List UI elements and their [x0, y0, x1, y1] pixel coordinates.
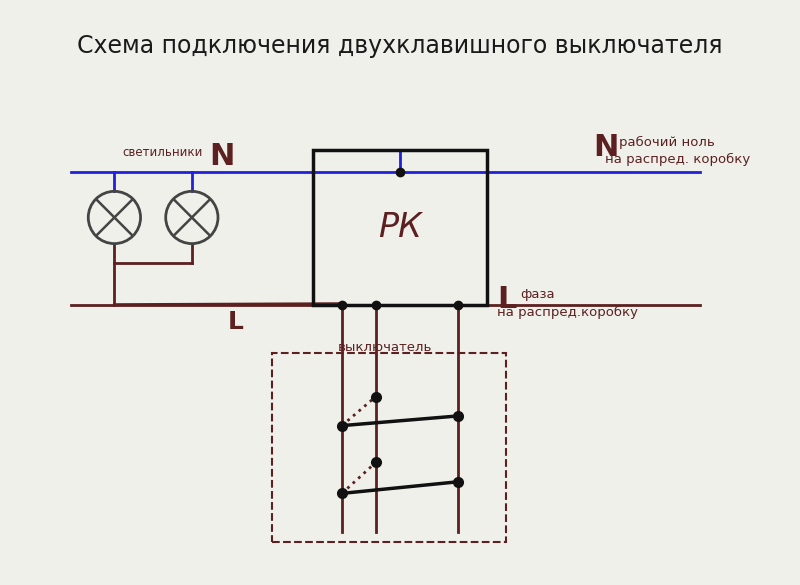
Text: L: L	[227, 310, 243, 334]
Bar	[272, 353, 506, 542]
Text: Схема подключения двухклавишного выключателя: Схема подключения двухклавишного выключа…	[78, 34, 722, 58]
Text: РК: РК	[378, 211, 422, 243]
Text: фаза: фаза	[520, 288, 554, 301]
Bar	[313, 150, 487, 305]
Text: выключатель: выключатель	[338, 340, 432, 354]
Text: на распред. коробку: на распред. коробку	[606, 153, 750, 166]
Text: N: N	[594, 133, 619, 162]
Text: N: N	[210, 142, 234, 171]
Text: рабочий ноль: рабочий ноль	[618, 136, 714, 149]
Text: на распред.коробку: на распред.коробку	[497, 306, 638, 319]
Text: светильники: светильники	[122, 146, 202, 159]
Text: L: L	[497, 285, 516, 314]
